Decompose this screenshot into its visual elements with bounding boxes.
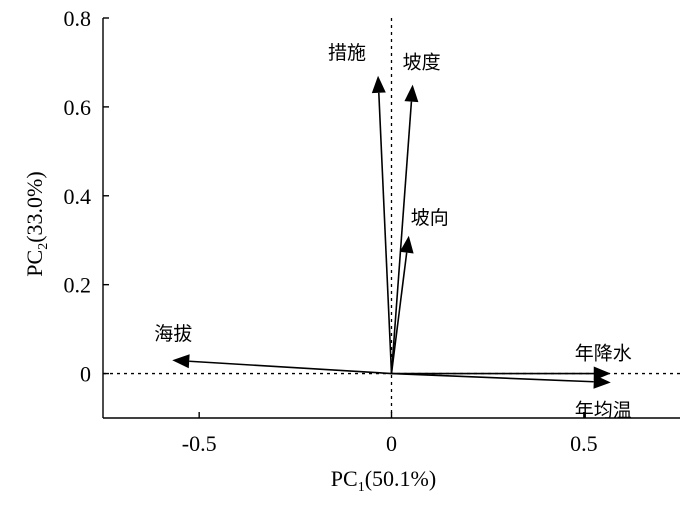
vector-label: 坡度 — [403, 52, 441, 74]
vector-line — [391, 372, 594, 383]
vector-arrowhead — [593, 374, 611, 389]
x-axis-label-main: PC — [331, 466, 358, 491]
y-tick-label: 0.8 — [64, 6, 92, 31]
vector-label: 年均温 — [575, 399, 632, 421]
vector-label: 坡向 — [411, 207, 449, 229]
y-tick-label: 0.4 — [64, 184, 92, 209]
vector-arrowhead — [404, 84, 419, 103]
y-tick-label: 0.6 — [64, 95, 92, 120]
y-tick-label: 0 — [80, 362, 91, 387]
x-tick-label: 0 — [386, 431, 397, 456]
loading-vector: 措施 — [328, 42, 393, 374]
y-axis-label-main: PC — [22, 250, 47, 277]
vector-line — [189, 360, 392, 375]
loading-vector: 海拔 — [154, 323, 392, 375]
loading-vector: 年均温 — [391, 372, 632, 421]
x-axis-label-rest: (50.1%) — [365, 466, 436, 491]
loading-vector: 坡向 — [390, 207, 449, 374]
vector-line — [390, 252, 408, 374]
vector-arrowhead — [172, 354, 190, 369]
y-ticks: 0 0.2 0.4 0.6 0.8 — [64, 6, 109, 387]
x-axis-label-subscript: 1 — [358, 480, 365, 495]
vector-arrowhead — [399, 235, 414, 254]
x-tick-label: 0.5 — [570, 431, 598, 456]
vector-line — [390, 101, 413, 374]
x-axis-label: PC1(50.1%) — [331, 466, 436, 495]
vector-label: 年降水 — [575, 343, 632, 365]
y-tick-label: 0.2 — [64, 273, 92, 298]
x-ticks: -0.5 0 0.5 — [182, 412, 598, 456]
vector-arrowhead — [371, 75, 386, 94]
vector-label: 海拔 — [154, 323, 192, 345]
y-axis-label: PC2(33.0%) — [22, 171, 51, 276]
loading-vector: 坡度 — [390, 52, 441, 374]
y-axis-label-rest: (33.0%) — [22, 171, 47, 242]
vector-line — [378, 92, 393, 374]
x-tick-label: -0.5 — [182, 431, 217, 456]
vector-label: 措施 — [328, 42, 366, 64]
y-axis-label-subscript: 2 — [36, 243, 51, 250]
